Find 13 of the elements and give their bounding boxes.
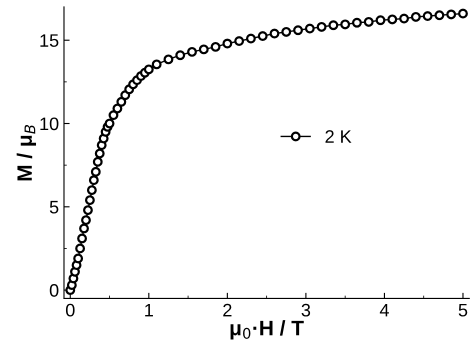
- legend-label: 2 K: [326, 130, 352, 143]
- x-tick-label: 2: [223, 304, 232, 316]
- x-tick-label: 4: [380, 304, 389, 316]
- y-tick-label: 15: [40, 34, 58, 47]
- y-tick-label: 5: [50, 200, 58, 214]
- y-tick-label: 10: [40, 117, 58, 130]
- y-axis-title: M / μ$_{B}$: [16, 125, 36, 180]
- x-tick-label: 3: [302, 304, 310, 317]
- y-tick-label: 0: [50, 284, 58, 297]
- x-axis-title: μ$_{0}$·H / T: [230, 320, 304, 340]
- x-tick-label: 0: [66, 304, 75, 317]
- x-tick-label: 5: [458, 304, 468, 317]
- x-tick-label: 1: [145, 304, 153, 316]
